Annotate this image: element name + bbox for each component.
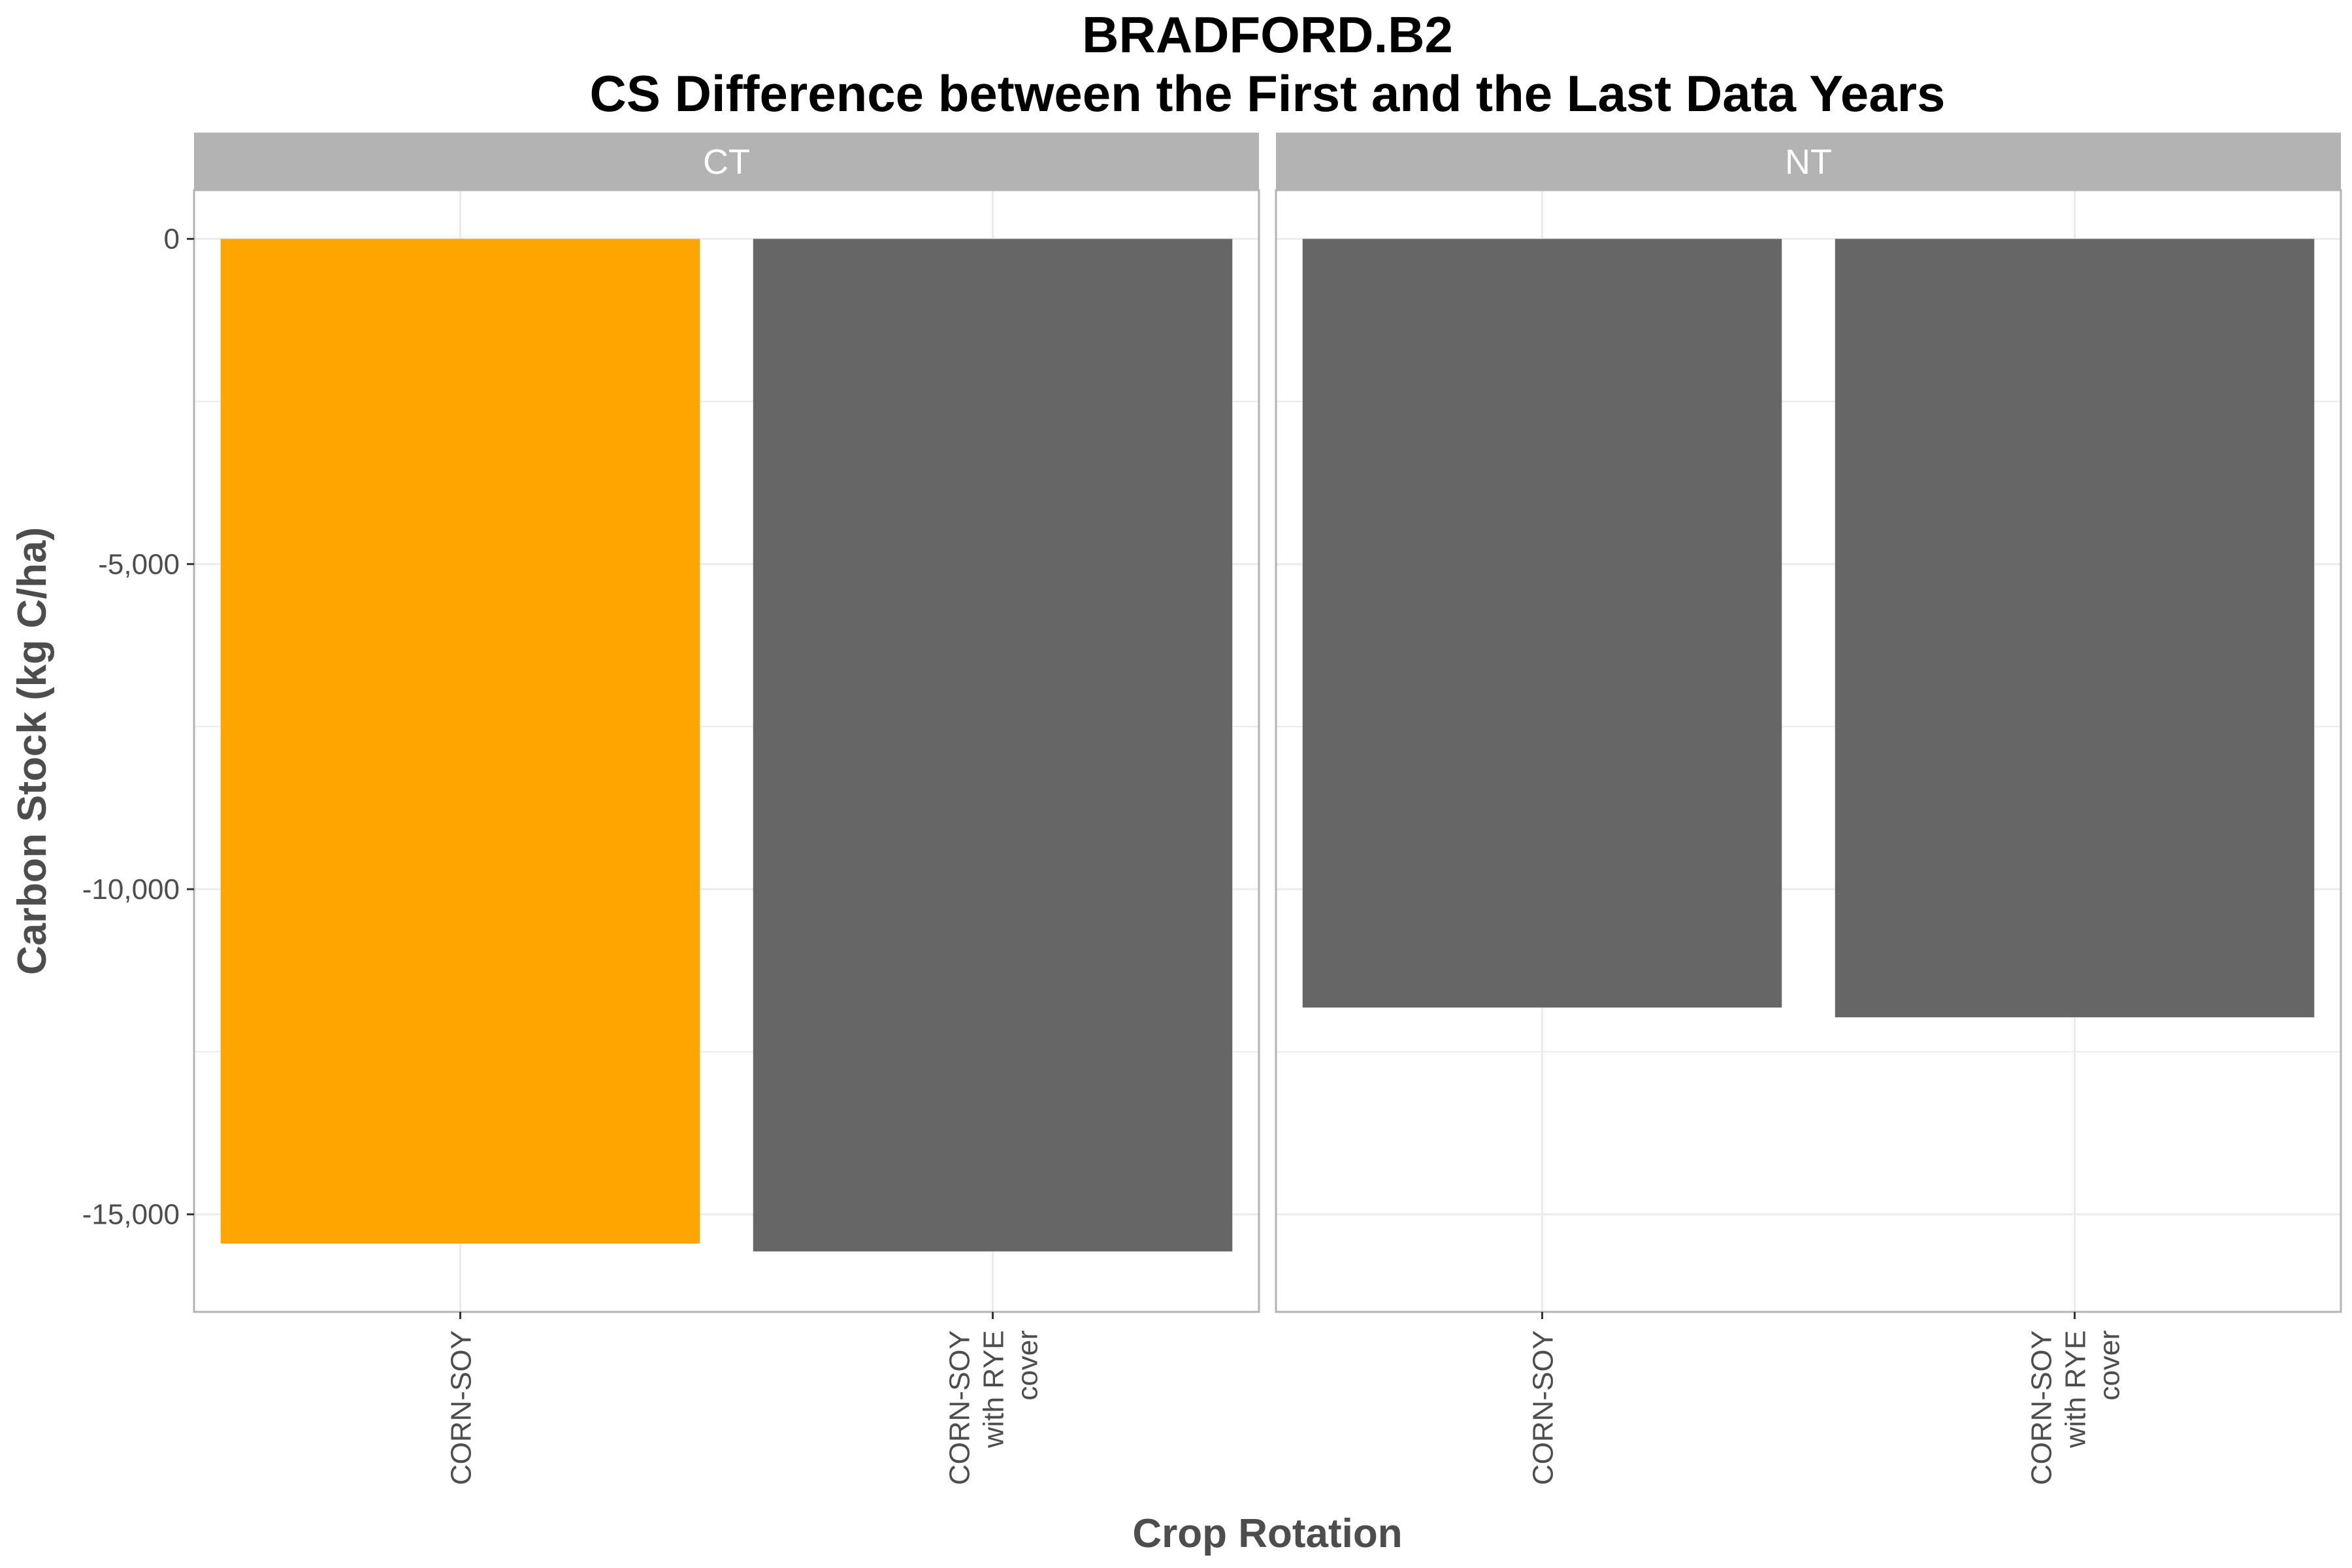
panel-border-ct [193, 189, 1260, 1313]
chart-subtitle: CS Difference between the First and the … [590, 65, 1946, 122]
x-tick-label: with RYE [978, 1330, 1010, 1448]
bar-nt-2 [1835, 238, 2315, 1018]
y-axis-title: Carbon Stock (kg C/ha) [10, 527, 55, 975]
x-axis-title: Crop Rotation [1132, 1511, 1402, 1556]
x-tick-label: CORN-SOY [446, 1330, 478, 1485]
facet-label-nt: NT [1785, 142, 1832, 182]
chart-title: BRADFORD.B2 [1082, 6, 1453, 63]
x-tick-label: cover [1012, 1330, 1044, 1401]
x-tick-label: cover [2094, 1330, 2126, 1401]
y-tick-label: 0 [164, 223, 180, 255]
bar-ct-1 [220, 238, 700, 1244]
y-tick-label: -10,000 [82, 874, 180, 906]
bar-nt-1 [1302, 238, 1782, 1008]
x-tick-label: with RYE [2060, 1330, 2092, 1448]
y-tick-label: -15,000 [82, 1199, 180, 1231]
y-tick-label: -5,000 [98, 548, 180, 580]
facet-strip-ct [194, 133, 1259, 190]
x-tick-label: CORN-SOY [1527, 1330, 1560, 1485]
x-tick-label: CORN-SOY [2026, 1330, 2058, 1485]
facet-strip-nt [1276, 133, 2341, 190]
x-tick-label: CORN-SOY [944, 1330, 976, 1485]
panel-border-nt [1275, 189, 2342, 1313]
facet-label-ct: CT [703, 142, 750, 182]
bar-ct-2 [753, 238, 1233, 1252]
